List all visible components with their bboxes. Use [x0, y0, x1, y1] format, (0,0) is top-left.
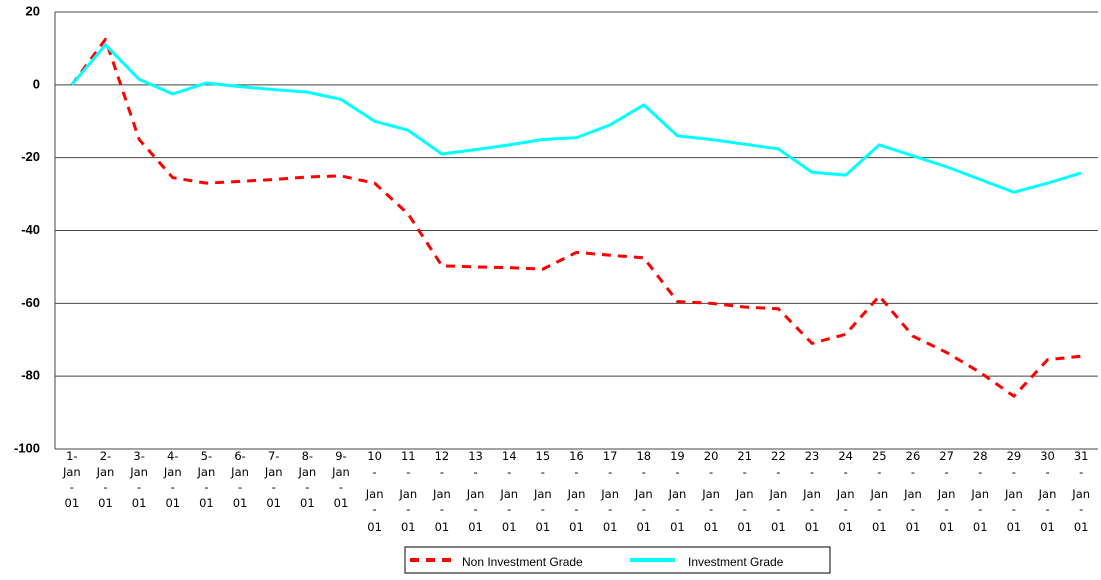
- y-tick-label: -20: [21, 149, 40, 164]
- series-line: [70, 43, 1082, 194]
- x-tick-label: 16 -Jan -01: [567, 449, 586, 534]
- x-tick-label: 21 -Jan -01: [735, 449, 754, 534]
- x-tick-label: 20 -Jan -01: [701, 449, 720, 534]
- x-tick-label: 1-Jan -01: [62, 449, 81, 510]
- x-tick-label: 31 -Jan -01: [1071, 449, 1090, 534]
- x-tick-label: 12 -Jan -01: [432, 449, 451, 534]
- series-line: [70, 37, 1082, 398]
- x-tick-label: 19 -Jan -01: [668, 449, 687, 534]
- x-tick-label: 6-Jan -01: [230, 449, 249, 510]
- y-tick-label: 0: [33, 76, 40, 91]
- x-tick-label: 22 -Jan -01: [769, 449, 788, 534]
- x-tick-label: 30 -Jan -01: [1038, 449, 1057, 534]
- x-tick-label: 27 -Jan -01: [937, 449, 956, 534]
- x-tick-label: 8-Jan -01: [297, 449, 316, 510]
- x-tick-label: 28 -Jan -01: [970, 449, 989, 534]
- x-tick-label: 5-Jan -01: [197, 449, 216, 510]
- y-tick-label: -40: [21, 222, 40, 237]
- x-tick-label: 9-Jan -01: [331, 449, 350, 510]
- y-tick-label: -80: [21, 368, 40, 383]
- x-tick-label: 2-Jan -01: [96, 449, 115, 510]
- x-tick-label: 13 -Jan -01: [466, 449, 485, 534]
- x-tick-label: 26 -Jan -01: [903, 449, 922, 534]
- x-tick-label: 11 -Jan -01: [398, 449, 417, 534]
- x-tick-label: 18 -Jan -01: [634, 449, 653, 534]
- legend-box: [404, 546, 831, 574]
- x-tick-label: 24 -Jan -01: [836, 449, 855, 534]
- x-tick-label: 3-Jan -01: [129, 449, 148, 510]
- x-tick-label: 17 -Jan -01: [600, 449, 619, 534]
- y-tick-label: 20: [26, 3, 40, 18]
- y-tick-label: -100: [14, 440, 40, 455]
- x-tick-label: 14 -Jan -01: [499, 449, 518, 534]
- x-tick-label: 15 -Jan -01: [533, 449, 552, 534]
- x-tick-label: 29 -Jan -01: [1004, 449, 1023, 534]
- x-tick-label: 10 -Jan -01: [365, 449, 384, 534]
- legend-label: Non Investment Grade: [462, 555, 583, 569]
- y-tick-label: -60: [21, 295, 40, 310]
- x-tick-label: 25 -Jan -01: [869, 449, 888, 534]
- x-tick-label: 23 -Jan -01: [802, 449, 821, 534]
- legend-label: Investment Grade: [688, 555, 784, 569]
- x-tick-label: 4-Jan -01: [163, 449, 182, 510]
- x-tick-label: 7-Jan -01: [264, 449, 283, 510]
